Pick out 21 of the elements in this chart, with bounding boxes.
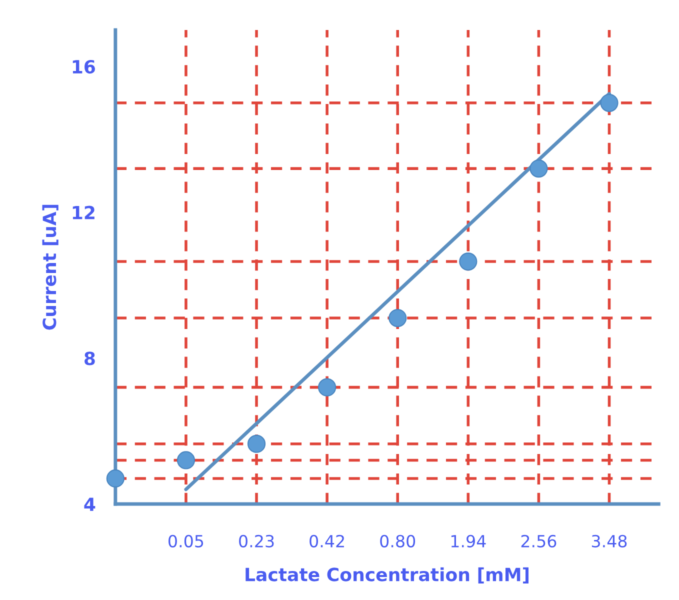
point — [388, 308, 407, 328]
point — [459, 252, 478, 271]
point — [176, 451, 196, 470]
y-tick-label: 8 — [84, 352, 95, 366]
x-tick-label: 1.94 — [451, 534, 486, 548]
y-tick-label: 4 — [84, 498, 96, 511]
y-tick-label: 12 — [72, 206, 94, 220]
x-tick-label: 0.80 — [380, 534, 416, 548]
x-axis-title: Lactate Concentration [mM] — [246, 567, 529, 584]
point — [106, 469, 124, 488]
y-axis-title: Current [uA] — [42, 204, 58, 330]
x-tick-label: 0.42 — [310, 534, 344, 548]
point — [530, 159, 548, 178]
x-tick-label: 0.23 — [239, 534, 274, 548]
point — [247, 434, 266, 453]
point — [318, 378, 336, 396]
point — [600, 94, 618, 112]
x-tick-label: 0.05 — [168, 534, 204, 548]
x-tick-label: 3.48 — [592, 534, 627, 548]
x-tick-label: 2.56 — [521, 534, 556, 548]
y-tick-label: 16 — [72, 60, 96, 74]
